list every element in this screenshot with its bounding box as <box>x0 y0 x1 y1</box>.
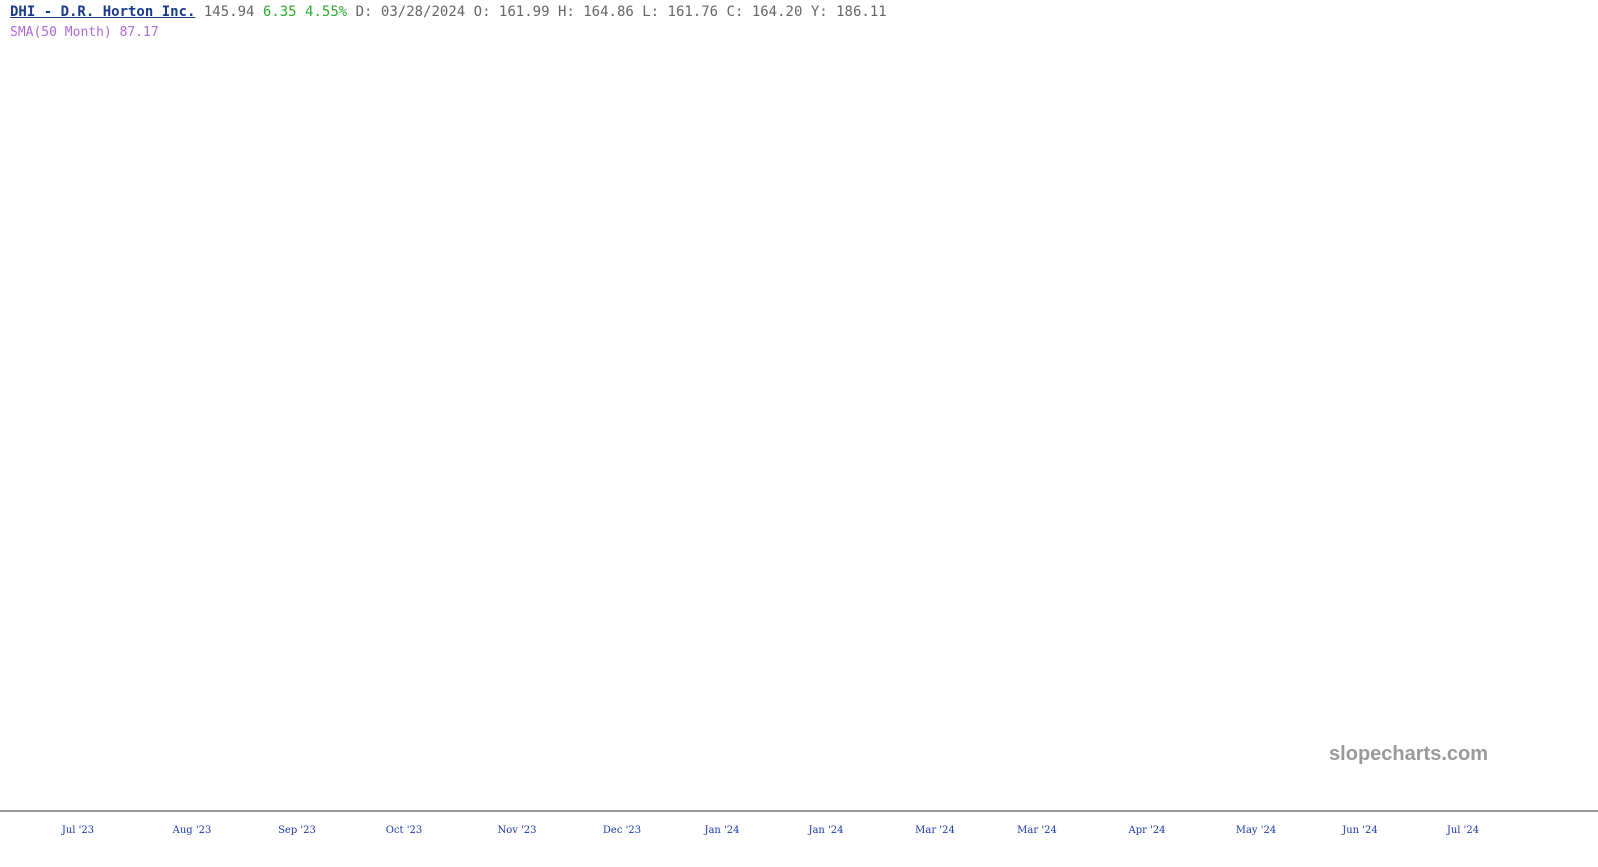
watermark: slopecharts.com <box>1329 743 1488 765</box>
x-tick-label: Jul '23 <box>61 825 94 836</box>
x-tick-label: Jan '24 <box>807 825 843 836</box>
x-axis: Jul '23 Aug '23 Sep '23 Oct '23 Nov '23 Dec '… <box>61 825 1479 836</box>
date-readout: D: 03/28/2024 <box>355 4 466 20</box>
price-change: 6.35 4.55% <box>262 4 348 20</box>
close-readout: C: 164.20 <box>726 4 803 20</box>
x-tick-label: Aug '23 <box>172 825 212 836</box>
high-readout: H: 164.86 <box>557 4 634 20</box>
x-tick-label: Nov '23 <box>497 825 536 836</box>
x-tick-label: Jul '24 <box>1446 825 1479 836</box>
x-tick-label: May '24 <box>1236 825 1277 836</box>
x-tick-label: Jan '24 <box>703 825 739 836</box>
x-tick-label: Mar '24 <box>915 825 955 836</box>
x-tick-label: Sep '23 <box>278 825 316 836</box>
low-readout: L: 161.76 <box>642 4 719 20</box>
last-price: 145.94 <box>203 4 255 20</box>
sma-indicator-label[interactable]: SMA(50 Month) 87.17 <box>10 25 159 40</box>
quote-header: DHI - D.R. Horton Inc. 145.94 6.35 4.55%… <box>10 4 887 21</box>
symbol-link[interactable]: DHI - D.R. Horton Inc. <box>10 4 196 20</box>
x-tick-label: Jun '24 <box>1341 825 1378 836</box>
x-tick-label: Dec '23 <box>603 825 641 836</box>
open-readout: O: 161.99 <box>473 4 550 20</box>
x-tick-label: Apr '24 <box>1127 825 1165 836</box>
y-readout: Y: 186.11 <box>810 4 887 20</box>
x-tick-label: Mar '24 <box>1017 825 1057 836</box>
x-tick-label: Oct '23 <box>386 825 422 836</box>
